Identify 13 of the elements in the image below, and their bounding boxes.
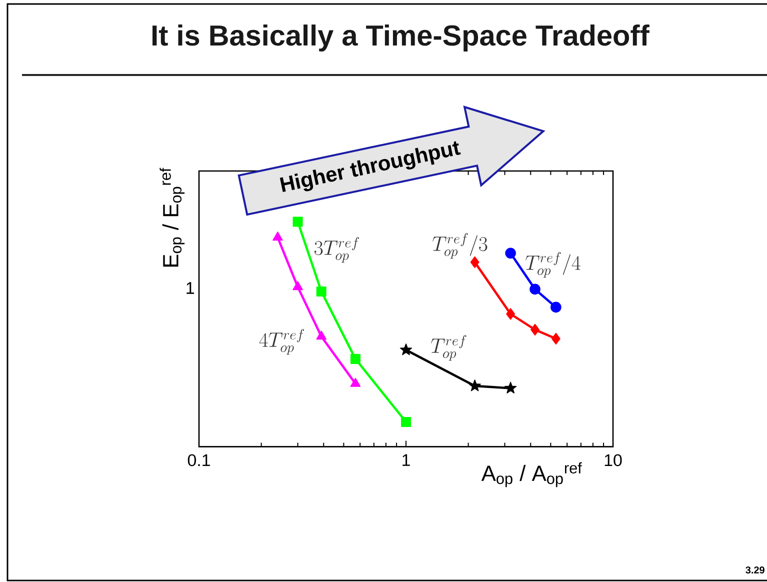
x-tick-label: 1: [402, 454, 410, 466]
text: 1: [186, 282, 194, 294]
chart-title: It is Basically a Time-Space Tradeoff: [152, 24, 650, 52]
series-label: $T^{ref}_{op}/4$: [526, 252, 580, 278]
x-tick-label: 10: [604, 454, 622, 466]
series-label: $T^{ref}_{op}$: [431, 335, 466, 361]
text: 3.29: [746, 566, 764, 574]
x-axis-title: A$_{op}$ / A$_{op}$ref: [481, 462, 582, 488]
x-tick-label: 0.1: [188, 454, 210, 466]
y-axis-title: E$_{op}$ / E$_{op}$ref: [160, 168, 185, 267]
series-label: $T^{ref}_{op}/3$: [432, 233, 488, 259]
series-label: $3T^{ref}_{op}$: [314, 237, 360, 263]
series-label: $4T^{ref}_{op}$: [259, 329, 304, 355]
